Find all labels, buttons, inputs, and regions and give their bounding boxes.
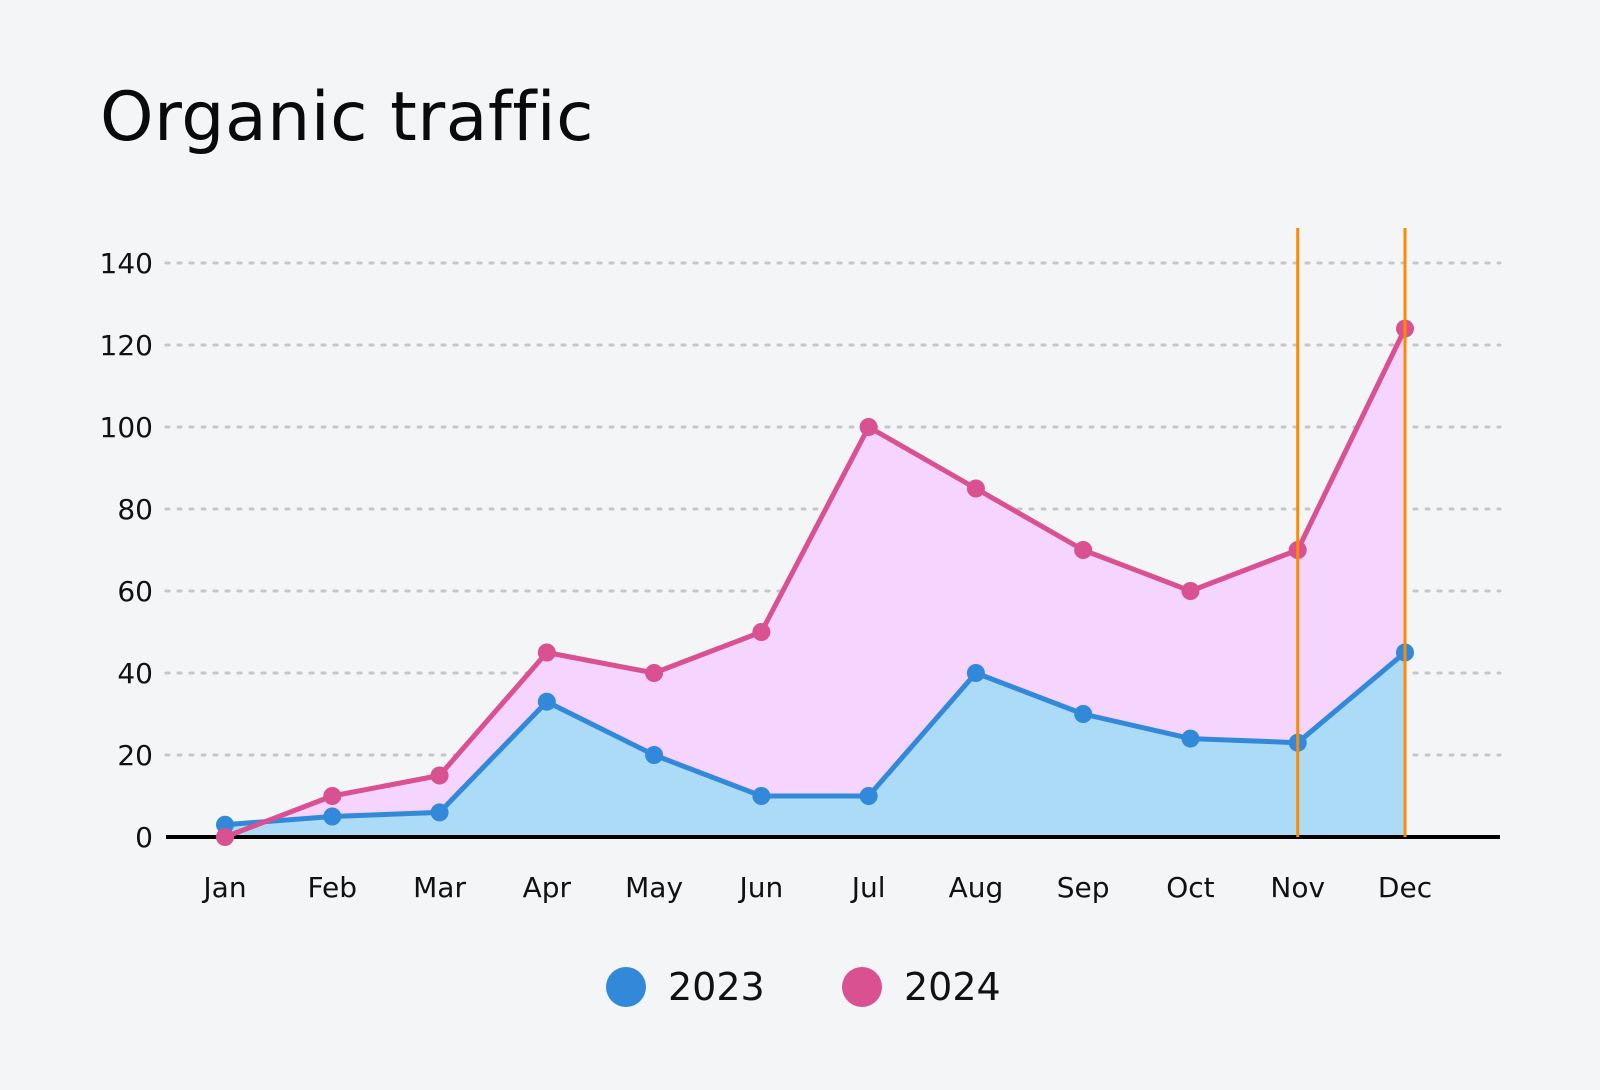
legend-label-2024: 2024 [904, 965, 1001, 1009]
x-tick-label: May [625, 871, 683, 904]
point-2024-Jan [216, 828, 234, 846]
y-tick-label: 0 [135, 821, 153, 854]
point-2024-Jun [752, 623, 771, 641]
y-tick-label: 60 [117, 575, 153, 608]
area-2023 [225, 652, 1405, 837]
y-tick-label: 140 [100, 247, 153, 280]
legend-swatch-2023 [606, 967, 646, 1007]
x-tick-label: Sep [1057, 871, 1110, 904]
point-2023-May [645, 746, 664, 764]
point-2023-Oct [1181, 729, 1200, 748]
y-tick-label: 100 [100, 411, 153, 444]
x-tick-label: Oct [1166, 871, 1214, 904]
x-tick-label: Nov [1270, 871, 1325, 904]
x-tick-label: Aug [949, 871, 1004, 904]
point-2023-Sep [1074, 705, 1093, 723]
point-2024-Mar [430, 766, 449, 785]
y-tick-label: 80 [117, 493, 153, 526]
point-2023-Apr [537, 692, 556, 711]
legend-label-2023: 2023 [668, 965, 765, 1009]
line-2023 [224, 650, 1407, 828]
legend-swatch-2024 [842, 967, 882, 1007]
point-2023-Jan [216, 815, 234, 834]
point-2023-Jun [752, 787, 771, 805]
x-tick-label: Jan [201, 871, 246, 904]
point-2023-Aug [966, 664, 985, 682]
legend-item-2024: 2024 [842, 965, 1001, 1009]
x-tick-label: Dec [1378, 871, 1432, 904]
x-tick-label: Jul [850, 871, 886, 904]
point-2024-Apr [537, 643, 556, 662]
x-tick-label: Feb [307, 871, 357, 904]
point-2023-Feb [323, 807, 342, 826]
x-tick-label: Jun [737, 871, 783, 904]
x-tick-label: Apr [523, 871, 572, 904]
y-tick-label: 40 [117, 657, 153, 690]
legend-item-2023: 2023 [606, 965, 765, 1009]
line-2024 [224, 327, 1408, 840]
point-2024-Sep [1074, 541, 1093, 559]
point-2024-Feb [323, 787, 342, 805]
point-2024-Jul [859, 418, 878, 436]
y-tick-label: 120 [100, 329, 153, 362]
point-2024-Aug [966, 479, 985, 498]
area-2024 [225, 328, 1405, 837]
y-tick-label: 20 [117, 739, 153, 772]
point-2023-Mar [430, 803, 449, 822]
point-2023-Jul [859, 787, 878, 805]
point-2024-May [645, 664, 664, 682]
x-tick-label: Mar [413, 871, 466, 904]
point-2024-Oct [1181, 582, 1200, 600]
chart-title: Organic traffic [100, 78, 595, 157]
